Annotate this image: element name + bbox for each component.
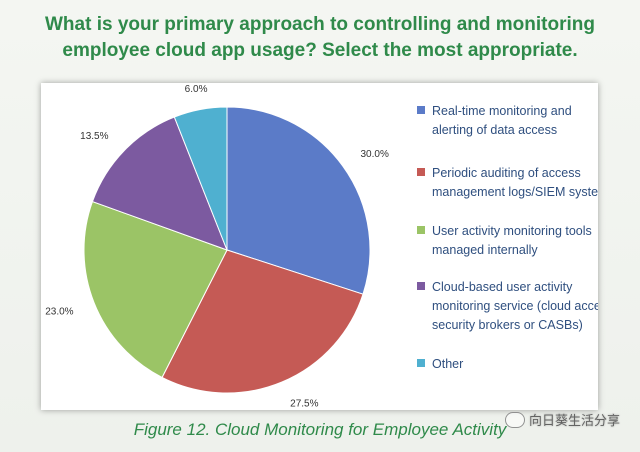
- legend-label: Other: [432, 357, 463, 371]
- legend-label: monitoring service (cloud access: [432, 299, 598, 313]
- slice-percent-label: 6.0%: [185, 84, 208, 95]
- title-line-2: employee cloud app usage? Select the mos…: [62, 40, 578, 61]
- chart-title: What is your primary approach to control…: [20, 12, 620, 64]
- legend-label: security brokers or CASBs): [432, 318, 583, 332]
- pie-slice: [226, 106, 371, 295]
- watermark-text: 向日葵生活分享: [528, 413, 620, 428]
- figure-caption: Figure 12. Cloud Monitoring for Employee…: [133, 420, 507, 439]
- legend-label: Periodic auditing of access: [432, 166, 581, 180]
- legend-label: User activity monitoring tools: [432, 224, 592, 238]
- legend-swatch: [417, 168, 425, 176]
- legend-label: managed internally: [432, 243, 538, 257]
- pie-chart: 30.0% 27.5% 23.0% 13.5% 6.0% Real-time monito…: [45, 84, 614, 410]
- title-line-1: What is your primary approach to control…: [45, 14, 595, 35]
- watermark: 向日葵生活分享: [504, 410, 620, 429]
- pie-slice: [91, 116, 228, 251]
- legend-swatch: [417, 359, 425, 367]
- pie-slice: [161, 249, 364, 394]
- legend-swatch: [417, 226, 425, 234]
- legend-label: management logs/SIEM systems: [432, 185, 598, 199]
- legend-label: Cloud-based user activity: [432, 280, 573, 294]
- chat-icon: [504, 411, 525, 428]
- slice-percent-label: 30.0%: [360, 149, 388, 160]
- pie-slice: [173, 106, 228, 251]
- legend-swatch: [417, 282, 425, 290]
- legend-label: alerting of data access: [432, 123, 557, 137]
- slice-percent-label: 27.5%: [290, 398, 318, 409]
- legend-swatch: [417, 106, 425, 114]
- legend-label: Real-time monitoring and: [432, 104, 572, 118]
- chart-frame: 30.0% 27.5% 23.0% 13.5% 6.0% Real-time monito…: [41, 83, 615, 410]
- slice-percent-label: 23.0%: [45, 307, 73, 318]
- pie-slice: [83, 200, 228, 379]
- slice-percent-label: 13.5%: [80, 131, 108, 142]
